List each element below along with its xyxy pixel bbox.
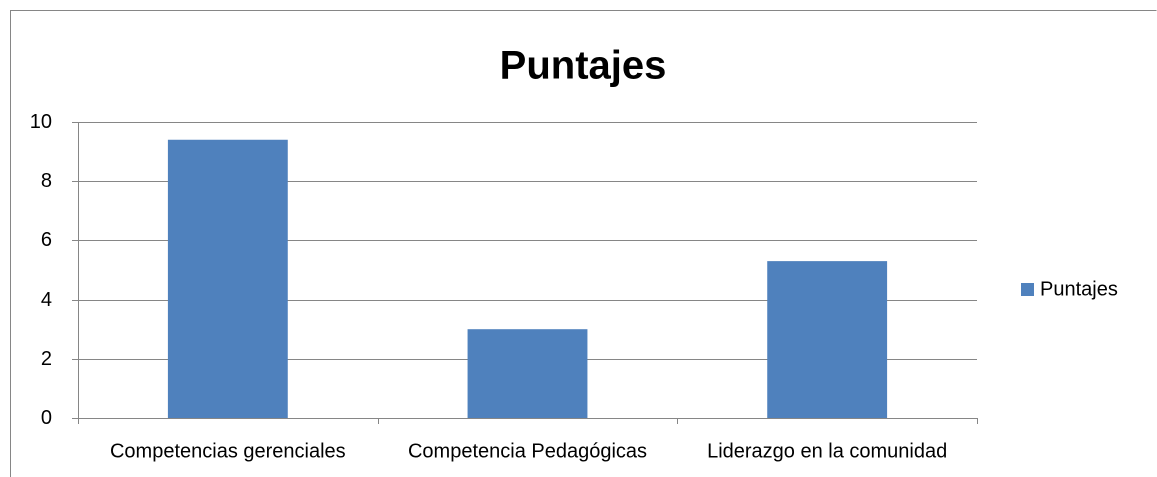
- chart-title: Puntajes: [500, 44, 667, 88]
- x-tick-label: Competencia Pedagógicas: [408, 440, 647, 462]
- legend-swatch: [1021, 283, 1034, 296]
- bar: [167, 139, 288, 418]
- y-tick-label: 8: [41, 170, 52, 192]
- chart-frame: [10, 10, 1157, 477]
- y-tick-label: 0: [41, 407, 52, 429]
- bar: [767, 261, 888, 418]
- y-tick-label: 6: [41, 229, 52, 251]
- bar: [467, 329, 588, 418]
- legend-label: Puntajes: [1040, 278, 1118, 300]
- x-tick-label: Competencias gerenciales: [110, 440, 346, 462]
- y-tick-label: 2: [41, 348, 52, 370]
- y-tick-label: 10: [30, 111, 52, 133]
- y-tick-label: 4: [41, 289, 52, 311]
- x-tick-label: Liderazgo en la comunidad: [707, 440, 947, 462]
